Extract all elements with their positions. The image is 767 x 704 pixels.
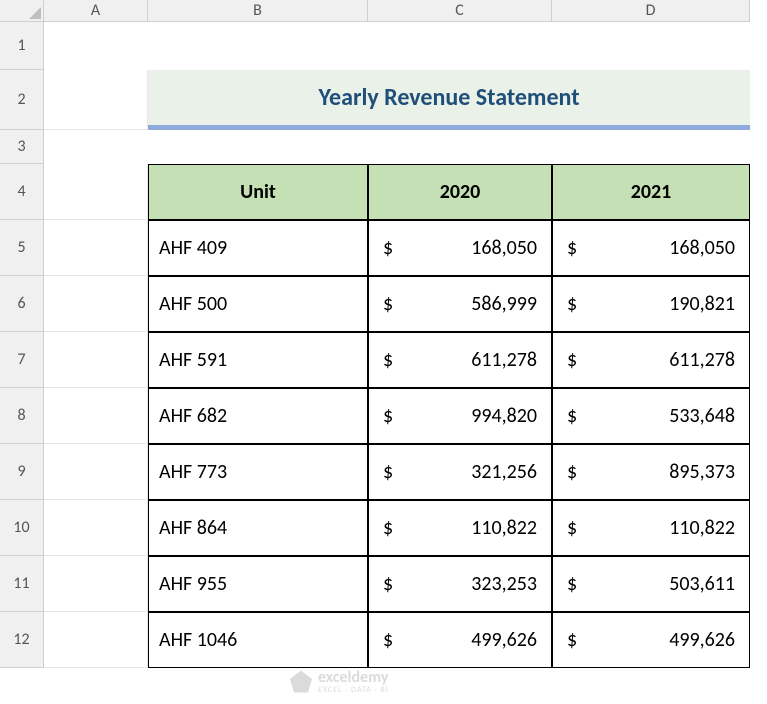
row-header-1[interactable]: 1 (0, 22, 44, 70)
currency-symbol: $ (563, 628, 577, 652)
amount: 168,050 (669, 236, 739, 260)
amount: 586,999 (471, 292, 541, 316)
row-header-5[interactable]: 5 (0, 220, 44, 276)
currency-symbol: $ (379, 404, 393, 428)
amount: 499,626 (669, 628, 739, 652)
row-header-9[interactable]: 9 (0, 444, 44, 500)
currency-symbol: $ (379, 292, 393, 316)
cell-A7[interactable] (44, 332, 148, 388)
blank-row-3[interactable] (44, 130, 750, 164)
watermark-tag: EXCEL · DATA · BI (318, 685, 389, 695)
amount: 611,278 (471, 348, 541, 372)
currency-symbol: $ (563, 460, 577, 484)
amount: 503,611 (669, 572, 739, 596)
cell-A2[interactable] (44, 70, 148, 130)
currency-symbol: $ (379, 236, 393, 260)
table-cell-unit[interactable]: AHF 591 (148, 332, 368, 388)
currency-symbol: $ (379, 516, 393, 540)
amount: 499,626 (471, 628, 541, 652)
table-cell-2021[interactable]: $533,648 (552, 388, 750, 444)
cell-A11[interactable] (44, 556, 148, 612)
row-header-3[interactable]: 3 (0, 130, 44, 164)
page-title[interactable]: Yearly Revenue Statement (148, 70, 750, 130)
cell-A10[interactable] (44, 500, 148, 556)
table-cell-unit[interactable]: AHF 409 (148, 220, 368, 276)
table-header-2020[interactable]: 2020 (368, 164, 552, 220)
row-header-11[interactable]: 11 (0, 556, 44, 612)
currency-symbol: $ (563, 516, 577, 540)
cell-A6[interactable] (44, 276, 148, 332)
amount: 190,821 (669, 292, 739, 316)
table-cell-2021[interactable]: $895,373 (552, 444, 750, 500)
row-header-8[interactable]: 8 (0, 388, 44, 444)
cell-A5[interactable] (44, 220, 148, 276)
col-header-B[interactable]: B (148, 0, 368, 22)
currency-symbol: $ (379, 460, 393, 484)
table-cell-unit[interactable]: AHF 955 (148, 556, 368, 612)
table-cell-2021[interactable]: $110,822 (552, 500, 750, 556)
row-header-10[interactable]: 10 (0, 500, 44, 556)
row-header-12[interactable]: 12 (0, 612, 44, 668)
table-cell-unit[interactable]: AHF 682 (148, 388, 368, 444)
table-cell-2020[interactable]: $323,253 (368, 556, 552, 612)
table-cell-2020[interactable]: $499,626 (368, 612, 552, 668)
amount: 611,278 (669, 348, 739, 372)
currency-symbol: $ (563, 572, 577, 596)
cell-A4[interactable] (44, 164, 148, 220)
row-header-4[interactable]: 4 (0, 164, 44, 220)
row-header-2[interactable]: 2 (0, 70, 44, 130)
amount: 323,253 (471, 572, 541, 596)
currency-symbol: $ (563, 236, 577, 260)
table-cell-unit[interactable]: AHF 773 (148, 444, 368, 500)
table-cell-2021[interactable]: $190,821 (552, 276, 750, 332)
watermark: exceldemy EXCEL · DATA · BI (290, 668, 389, 695)
currency-symbol: $ (379, 572, 393, 596)
currency-symbol: $ (379, 348, 393, 372)
table-cell-2021[interactable]: $503,611 (552, 556, 750, 612)
spreadsheet-grid: A B C D 1 2 3 4 5 6 7 8 9 10 11 12 Yearl… (0, 0, 750, 668)
table-cell-2020[interactable]: $110,822 (368, 500, 552, 556)
col-header-D[interactable]: D (552, 0, 750, 22)
col-header-C[interactable]: C (368, 0, 552, 22)
cell-A8[interactable] (44, 388, 148, 444)
currency-symbol: $ (379, 628, 393, 652)
amount: 110,822 (471, 516, 541, 540)
row-header-7[interactable]: 7 (0, 332, 44, 388)
amount: 895,373 (669, 460, 739, 484)
table-cell-2020[interactable]: $611,278 (368, 332, 552, 388)
amount: 533,648 (669, 404, 739, 428)
table-cell-2020[interactable]: $994,820 (368, 388, 552, 444)
select-all-corner[interactable] (0, 0, 44, 22)
currency-symbol: $ (563, 348, 577, 372)
table-cell-2020[interactable]: $586,999 (368, 276, 552, 332)
table-header-unit[interactable]: Unit (148, 164, 368, 220)
cell-A12[interactable] (44, 612, 148, 668)
table-cell-unit[interactable]: AHF 864 (148, 500, 368, 556)
table-cell-2021[interactable]: $499,626 (552, 612, 750, 668)
table-cell-unit[interactable]: AHF 500 (148, 276, 368, 332)
table-cell-unit[interactable]: AHF 1046 (148, 612, 368, 668)
col-header-A[interactable]: A (44, 0, 148, 22)
row-header-6[interactable]: 6 (0, 276, 44, 332)
amount: 110,822 (669, 516, 739, 540)
table-cell-2020[interactable]: $321,256 (368, 444, 552, 500)
blank-row-1[interactable] (44, 22, 750, 70)
table-cell-2020[interactable]: $168,050 (368, 220, 552, 276)
table-header-2021[interactable]: 2021 (552, 164, 750, 220)
currency-symbol: $ (563, 292, 577, 316)
amount: 321,256 (471, 460, 541, 484)
amount: 994,820 (471, 404, 541, 428)
amount: 168,050 (471, 236, 541, 260)
currency-symbol: $ (563, 404, 577, 428)
cell-A9[interactable] (44, 444, 148, 500)
watermark-logo-icon (290, 671, 312, 693)
watermark-brand: exceldemy (318, 668, 388, 687)
table-cell-2021[interactable]: $168,050 (552, 220, 750, 276)
table-cell-2021[interactable]: $611,278 (552, 332, 750, 388)
